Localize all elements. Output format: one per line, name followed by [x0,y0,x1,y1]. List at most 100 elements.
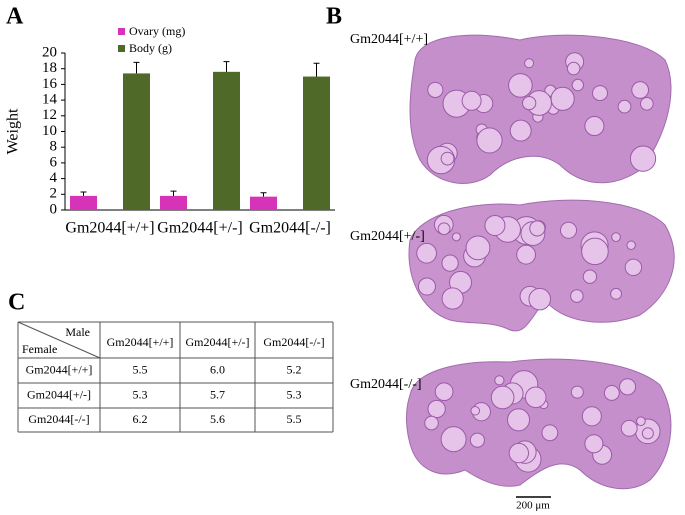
follicle [440,151,455,166]
error-bar [170,190,177,196]
follicle [629,145,657,172]
bar [303,76,330,210]
table: Male Female Gm2044[+/+] Gm2044[+/-] Gm2044[-… [17,321,334,433]
table-cell: 6.2 [133,412,148,426]
follicle [571,78,585,92]
follicle [584,434,604,454]
follicle [416,242,437,264]
follicle [470,405,481,416]
row-header: Gm2044[+/-] [27,387,91,401]
table-cell: 6.0 [210,362,225,376]
follicle [424,415,439,431]
table-diagonal [17,321,101,359]
follicle [427,399,446,419]
y-tick-label: 20 [42,44,57,60]
image-label: Gm2044[-/-] [350,377,422,392]
y-tick-label: 6 [50,154,58,170]
bar [123,73,150,210]
y-axis-title: Weight [5,108,22,154]
follicle [640,96,654,111]
follicle [524,386,547,409]
panel-label: B [326,4,342,30]
follicle [611,232,621,243]
table-cell: 5.5 [287,412,302,426]
follicle [620,419,638,437]
follicle [507,408,531,432]
panel-label: A [6,4,24,30]
table-cell: 5.3 [133,387,148,401]
follicle [469,432,485,448]
follicle [451,232,461,242]
x-tick-label: Gm2044[+/+] [65,220,154,237]
follicle [508,442,530,464]
follicle [592,85,609,102]
bar [70,195,97,210]
follicle [465,235,491,261]
follicle [641,427,654,440]
error-bar [223,61,230,72]
follicle [528,287,552,311]
column-header: Gm2044[-/-] [263,335,324,349]
follicle [566,61,581,76]
histology-images [406,34,675,490]
follicle [584,115,605,137]
error-bar [260,192,267,197]
table-cell: 5.6 [210,412,225,426]
follicle [636,416,646,427]
table-cell: 5.3 [287,387,302,401]
follicle [570,289,584,303]
follicle [476,127,503,154]
x-tick-label: Gm2044[+/-] [157,220,242,237]
follicle [624,258,643,277]
bar [160,195,187,210]
error-bar [133,61,140,74]
follicle [440,426,467,453]
follicle [603,385,620,401]
error-bar [313,62,320,77]
ovary-section [408,199,675,332]
follicle [417,277,436,296]
y-tick-label: 4 [50,170,58,186]
follicle [441,287,464,310]
follicle [626,240,636,250]
follicle [617,99,632,114]
legend-swatch [118,45,125,52]
image-label: Gm2044[+/-] [350,229,425,244]
table-cell: 5.7 [210,387,225,401]
x-tick-label: Gm2044[-/-] [249,220,331,237]
y-tick-label: 0 [50,201,58,217]
table-corner: Female [22,342,57,356]
y-tick-label: 12 [42,107,57,123]
follicle [508,73,533,98]
follicle [490,385,515,410]
y-tick-label: 14 [42,92,58,108]
follicle [582,269,598,284]
legend-label: Body (g) [129,41,172,55]
image-label: Gm2044[+/+] [350,32,428,47]
y-tick-label: 8 [50,139,58,155]
y-tick-label: 10 [42,123,57,139]
follicle [541,424,559,442]
follicle [529,220,546,237]
bar [213,71,240,210]
y-tick-label: 18 [42,60,57,76]
y-tick-label: 2 [50,186,58,202]
row-header: Gm2044[+/+] [26,362,93,376]
y-tick-label: 16 [42,76,58,92]
follicle [559,221,578,239]
legend-swatch [118,28,125,35]
follicle [581,406,602,427]
legend-label: Ovary (mg) [129,24,185,38]
table-cell: 5.5 [133,362,148,376]
follicle [550,86,575,111]
table-corner: Male [65,325,90,339]
follicle [441,254,459,272]
follicle [631,81,650,99]
follicle [509,119,532,142]
follicle [570,385,584,399]
follicle [427,81,444,98]
table-cell: 5.2 [287,362,302,376]
panel-label: C [8,290,25,316]
follicle [618,378,637,396]
